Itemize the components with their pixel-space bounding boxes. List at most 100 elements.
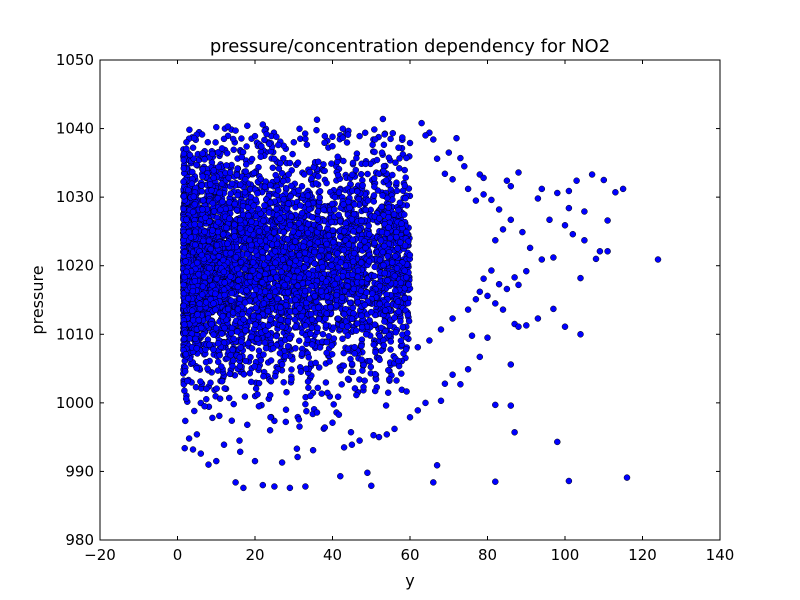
data-point [346,299,354,307]
data-point [405,317,413,325]
data-point [241,265,249,273]
data-point [285,171,292,178]
data-point [326,358,333,365]
data-point [193,345,200,352]
data-point [484,334,491,341]
data-point [393,377,400,384]
data-point [340,444,348,451]
data-point [300,243,307,250]
data-point [234,283,242,291]
data-point [278,361,286,368]
data-point [600,176,608,184]
data-point [569,230,577,238]
data-point [395,357,402,365]
data-point [206,341,213,348]
data-point [401,182,409,189]
data-point [623,474,631,481]
x-tick-label: 120 [628,546,657,564]
data-point [351,350,358,357]
data-point [275,141,282,149]
data-point [515,169,522,176]
data-point [251,457,259,465]
data-point [233,328,241,335]
data-point [604,217,611,224]
data-point [381,242,388,250]
data-point [221,291,228,299]
data-point [234,165,241,172]
data-point [348,315,356,323]
data-point [384,389,392,396]
data-point [296,274,303,282]
data-point [302,256,310,263]
data-point [308,324,316,332]
data-point [226,169,234,176]
data-point [255,403,263,410]
data-point [511,429,518,436]
y-tick-label: 1000 [56,394,94,412]
data-point [323,179,330,187]
data-point [499,226,507,233]
data-point [182,350,190,358]
data-point [220,231,227,238]
data-point [230,146,237,154]
data-point [192,335,199,343]
data-point [422,399,429,407]
data-point [271,483,278,490]
data-point [252,385,260,392]
data-point [247,378,255,386]
data-point [232,254,240,261]
data-point [212,290,219,298]
data-point [321,167,328,175]
data-point [224,240,231,247]
data-point [244,421,251,429]
data-point [245,212,252,219]
data-point [323,349,330,357]
data-point [369,141,376,149]
data-point [338,294,346,301]
data-point [312,359,319,367]
data-point [231,200,238,208]
data-point [430,479,437,486]
data-point [371,239,378,247]
data-point [221,385,228,392]
data-point [291,316,299,323]
data-point [209,282,216,289]
data-point [305,354,312,361]
data-point [180,178,187,186]
data-point [295,337,303,345]
data-point [383,431,391,438]
data-point [402,174,409,181]
data-point [258,248,266,256]
data-point [280,228,287,236]
data-point [180,302,187,310]
data-point [381,131,388,138]
data-point [228,289,236,297]
data-point [373,156,381,164]
data-point [453,134,460,142]
data-point [227,297,235,304]
data-point [192,228,199,236]
data-point [189,287,197,295]
data-point [476,288,484,296]
data-point [288,376,295,383]
data-point [375,433,383,441]
data-point [318,390,325,397]
data-point [361,377,368,384]
data-point [210,300,217,307]
data-point [334,275,341,282]
data-point [189,446,197,453]
data-point [538,256,546,263]
data-point [397,337,405,344]
data-point [371,387,379,395]
data-point [304,192,312,199]
data-point [186,126,193,134]
data-point [372,349,379,356]
data-point [286,334,293,342]
data-point [264,307,272,315]
data-point [272,288,279,296]
data-point [199,166,207,173]
data-point [329,419,336,426]
data-point [273,332,280,340]
data-point [306,240,314,247]
data-point [255,313,263,321]
